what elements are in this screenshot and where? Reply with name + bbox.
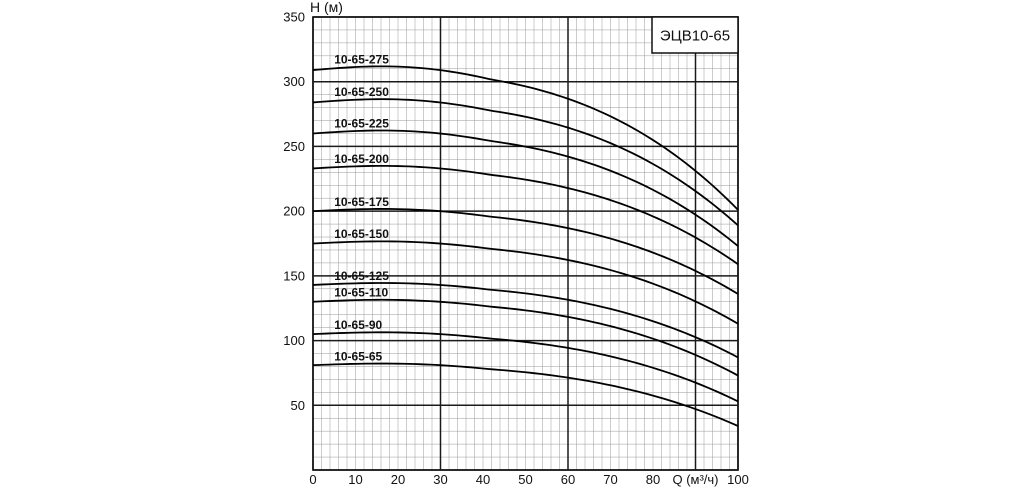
svg-text:H (м): H (м) [310, 0, 343, 15]
svg-text:10-65-150: 10-65-150 [334, 227, 389, 241]
svg-text:300: 300 [283, 74, 305, 89]
svg-text:10-65-225: 10-65-225 [334, 116, 389, 130]
svg-text:150: 150 [283, 268, 305, 283]
svg-text:20: 20 [391, 472, 405, 487]
svg-text:10-65-250: 10-65-250 [334, 85, 389, 99]
svg-text:10-65-65: 10-65-65 [334, 349, 382, 363]
svg-text:10-65-110: 10-65-110 [334, 286, 388, 300]
svg-text:10-65-275: 10-65-275 [334, 52, 389, 66]
svg-text:30: 30 [433, 472, 447, 487]
svg-text:200: 200 [283, 204, 305, 219]
svg-text:50: 50 [291, 398, 305, 413]
svg-text:10-65-200: 10-65-200 [334, 152, 389, 166]
svg-text:70: 70 [603, 472, 617, 487]
svg-text:0: 0 [309, 472, 316, 487]
svg-text:100: 100 [283, 333, 305, 348]
svg-text:350: 350 [283, 10, 305, 25]
svg-text:250: 250 [283, 139, 305, 154]
svg-text:10-65-90: 10-65-90 [334, 318, 382, 332]
svg-text:10-65-125: 10-65-125 [334, 269, 389, 283]
svg-text:100: 100 [727, 472, 749, 487]
svg-text:Q (м³/ч): Q (м³/ч) [672, 472, 718, 487]
svg-text:60: 60 [561, 472, 575, 487]
svg-text:80: 80 [646, 472, 660, 487]
svg-text:10-65-175: 10-65-175 [334, 195, 389, 209]
svg-text:50: 50 [518, 472, 532, 487]
svg-text:40: 40 [476, 472, 490, 487]
svg-text:ЭЦВ10-65: ЭЦВ10-65 [660, 28, 730, 45]
svg-text:10: 10 [348, 472, 362, 487]
